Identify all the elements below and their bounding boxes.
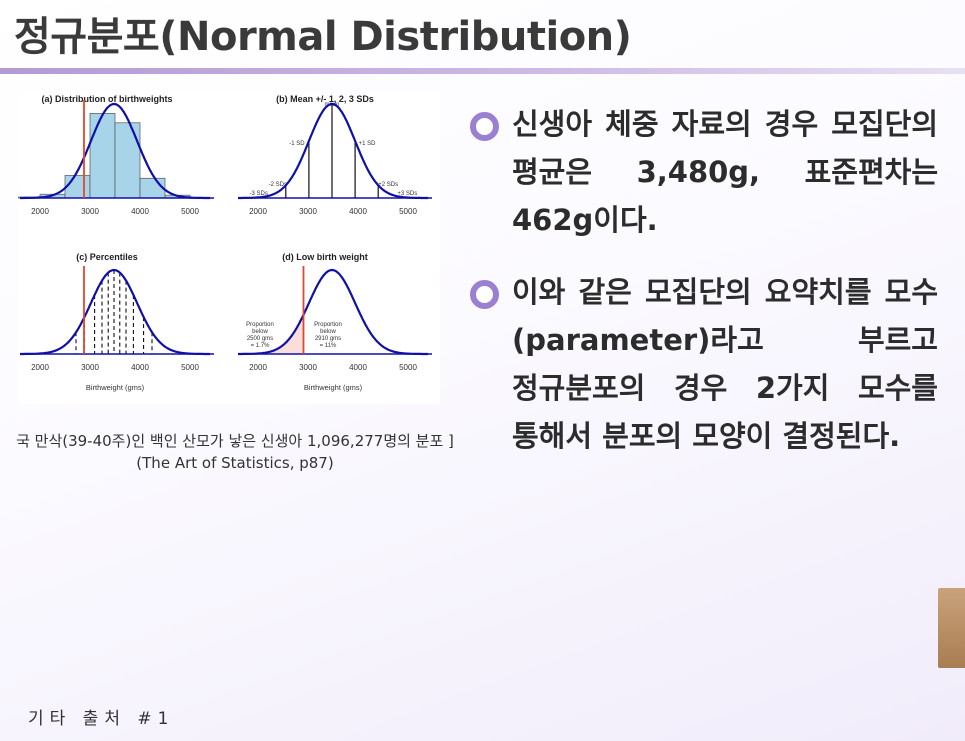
left-proportion-note: 2500 gms: [247, 336, 273, 342]
histogram-bar: [139, 177, 166, 199]
panel-title: (c) Percentiles: [76, 252, 138, 262]
bullet-text: 신생아 체중 자료의 경우 모집단의 평균은 3,480g, 표준편차는 462…: [512, 107, 938, 237]
panel-title: (b) Mean +/- 1, 2, 3 SDs: [276, 94, 374, 104]
title-underline: [0, 68, 965, 74]
plus-3sd-label: +3 SDs: [397, 191, 417, 197]
right-proportion-note: below: [320, 329, 336, 335]
caption-line-1: 국 만삭(39-40주)인 백인 산모가 낳은 신생아 1,096,277명의 …: [16, 432, 454, 450]
x-tick-label: 3000: [299, 207, 317, 216]
normal-curve: [238, 268, 428, 356]
left-proportion-note: below: [252, 329, 268, 335]
histogram-bar: [64, 175, 91, 199]
plus-1sd-label: +1 SD: [359, 141, 377, 147]
histogram-bar: [114, 122, 141, 199]
normal-curve: [238, 102, 428, 200]
panel-title: (d) Low birth weight: [282, 252, 367, 262]
birthweight-figure: (a) Distribution of birthweights 2000 3000…: [18, 92, 440, 404]
left-proportion-note: Proportion: [246, 322, 274, 328]
footer-source: 기타 출처 #1: [28, 709, 175, 729]
x-tick-label: 4000: [131, 207, 149, 216]
left-proportion-note: = 1.7%: [251, 343, 271, 349]
panel-title: (a) Distribution of birthweights: [42, 94, 173, 104]
right-proportion-note: Proportion: [314, 322, 342, 328]
right-proportion-note: 2910 gms: [315, 336, 341, 342]
x-tick-label: 4000: [349, 363, 367, 372]
x-axis-label: Birthweight (gms): [304, 383, 363, 392]
right-proportion-note: = 11%: [320, 343, 337, 349]
figure-caption: 국 만삭(39-40주)인 백인 산모가 낳은 신생아 1,096,277명의 …: [0, 430, 470, 474]
minus-1sd-label: -1 SD: [289, 141, 305, 147]
caption-line-2: (The Art of Statistics, p87): [136, 454, 334, 472]
x-tick-label: 4000: [349, 207, 367, 216]
slide-title: 정규분포(Normal Distribution): [14, 14, 632, 60]
x-tick-label: 3000: [81, 363, 99, 372]
x-tick-label: 2000: [249, 363, 267, 372]
x-tick-label: 2000: [31, 363, 49, 372]
x-axis-label: Birthweight (gms): [86, 383, 145, 392]
birthweight-panels: (a) Distribution of birthweights 2000 3000…: [18, 94, 432, 392]
x-tick-label: 5000: [181, 207, 199, 216]
x-tick-label: 2000: [31, 207, 49, 216]
wood-decoration: [938, 588, 965, 668]
bullet-list: 신생아 체중 자료의 경우 모집단의 평균은 3,480g, 표준편차는 462…: [468, 100, 938, 484]
x-tick-label: 3000: [81, 207, 99, 216]
histogram-bar: [89, 113, 116, 199]
x-tick-label: 4000: [131, 363, 149, 372]
plus-2sd-label: +2 SDs: [378, 182, 398, 188]
minus-3sd-label: -3 SDs: [250, 191, 268, 197]
normal-curve: [20, 102, 210, 200]
bullet-circle-icon: [470, 280, 499, 309]
x-tick-label: 2000: [249, 207, 267, 216]
x-tick-label: 5000: [399, 363, 417, 372]
bullet-text: 이와 같은 모집단의 요약치를 모수(parameter)라고 부르고 정규분포…: [512, 275, 938, 453]
minus-2sd-label: -2 SDs: [269, 182, 287, 188]
normal-curve: [20, 268, 210, 356]
bullet-item-mean-sd: 신생아 체중 자료의 경우 모집단의 평균은 3,480g, 표준편차는 462…: [468, 100, 938, 244]
x-tick-label: 5000: [181, 363, 199, 372]
bullet-item-parameter: 이와 같은 모집단의 요약치를 모수(parameter)라고 부르고 정규분포…: [468, 268, 938, 460]
bullet-circle-icon: [470, 112, 499, 141]
x-tick-label: 5000: [399, 207, 417, 216]
x-tick-label: 3000: [299, 363, 317, 372]
